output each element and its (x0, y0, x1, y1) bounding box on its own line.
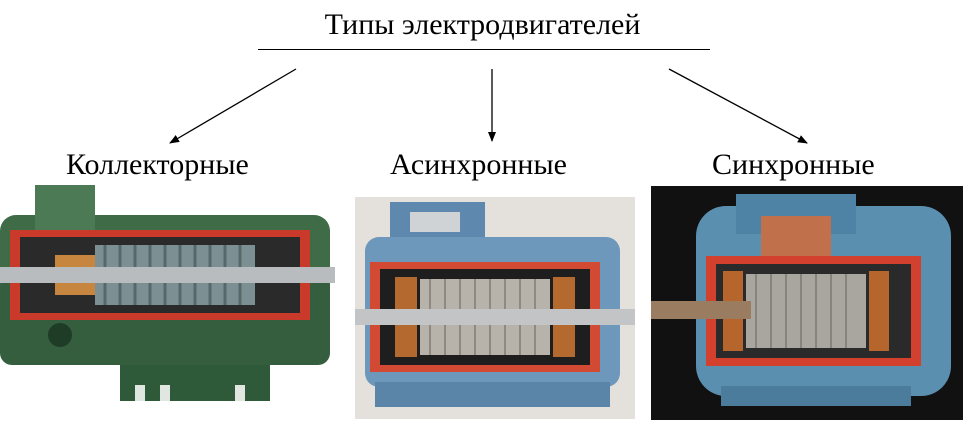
synchronous-motor-image (651, 186, 963, 420)
label-synchronous: Синхронные (712, 148, 875, 181)
title-underline (258, 49, 710, 50)
collector-motor-image (0, 185, 335, 420)
label-collector: Коллекторные (66, 148, 249, 181)
asynchronous-motor-image (355, 197, 635, 419)
arrow-to-synchronous (668, 68, 808, 144)
arrow-to-collector (169, 68, 297, 144)
diagram-title: Типы электродвигателей (324, 8, 641, 41)
label-asynchronous: Асинхронные (390, 148, 567, 181)
